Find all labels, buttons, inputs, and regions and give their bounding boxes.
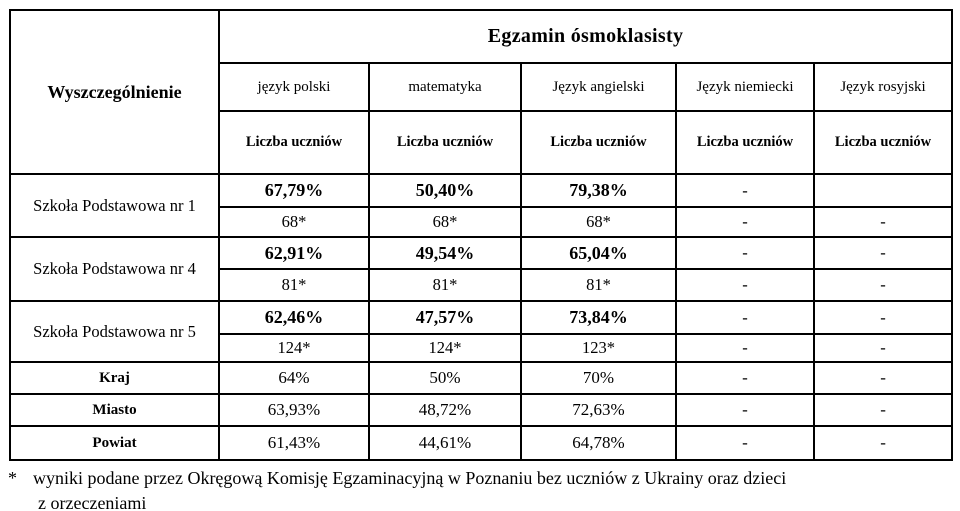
dash-cell: - — [812, 333, 954, 363]
footnote-line-1: * wyniki podane przez Okręgową Komisję E… — [8, 466, 786, 491]
summary-value-cell: 50% — [368, 361, 522, 395]
footnote-line-2: z orzeczeniami — [38, 493, 147, 511]
dash-cell: - — [675, 300, 815, 335]
footnote: * wyniki podane przez Okręgową Komisję E… — [8, 466, 786, 511]
dash-cell: - — [812, 361, 954, 395]
school-name-cell: Szkoła Podstawowa nr 4 — [9, 236, 220, 302]
percent-cell: 65,04% — [520, 236, 677, 270]
count-cell: 81* — [520, 268, 677, 302]
summary-value-cell: 72,63% — [520, 393, 677, 427]
dash-cell: - — [675, 425, 815, 461]
percent-cell: 79,38% — [520, 173, 677, 208]
school-name-cell: Szkoła Podstawowa nr 1 — [9, 173, 220, 238]
percent-cell: 73,84% — [520, 300, 677, 335]
summary-value-cell: 64,78% — [520, 425, 677, 461]
count-header-cell: Liczba uczniów — [675, 110, 815, 175]
school-name-cell: Szkoła Podstawowa nr 5 — [9, 300, 220, 363]
dash-cell: - — [675, 361, 815, 395]
count-cell: 81* — [368, 268, 522, 302]
count-cell: 124* — [218, 333, 370, 363]
dash-cell: - — [812, 206, 954, 238]
dash-cell: - — [812, 268, 954, 302]
subject-header-cell: Język angielski — [520, 62, 677, 112]
corner-header-cell: Wyszczególnienie — [9, 9, 220, 175]
table-row: 81* 81* 81* - - — [10, 268, 954, 302]
table-row: Kraj 64% 50% 70% - - — [9, 361, 954, 395]
dash-cell: - — [675, 206, 815, 238]
count-cell: 68* — [520, 206, 677, 238]
summary-name-cell: Powiat — [9, 425, 220, 461]
summary-value-cell: 64% — [218, 361, 370, 395]
table-row: 68* 68* 68* - - — [10, 206, 954, 238]
count-cell: 68* — [368, 206, 522, 238]
table-row: 124* 124* 123* - - — [10, 333, 954, 363]
dash-cell: - — [812, 300, 954, 335]
subject-header-cell: język polski — [218, 62, 370, 112]
summary-value-cell: 44,61% — [368, 425, 522, 461]
percent-cell: 47,57% — [368, 300, 522, 335]
summary-name-cell: Miasto — [9, 393, 220, 427]
percent-cell: 62,46% — [218, 300, 370, 335]
empty-cell — [812, 173, 954, 208]
summary-value-cell: 61,43% — [218, 425, 370, 461]
percent-cell: 50,40% — [368, 173, 522, 208]
footnote-asterisk: * — [8, 468, 17, 488]
subject-header-cell: Język rosyjski — [812, 62, 954, 112]
summary-name-cell: Kraj — [9, 361, 220, 395]
count-cell: 81* — [218, 268, 370, 302]
count-cell: 123* — [520, 333, 677, 363]
summary-value-cell: 63,93% — [218, 393, 370, 427]
count-header-cell: Liczba uczniów — [812, 110, 954, 175]
header-row-group: Wyszczególnienie Egzamin ósmoklasisty — [9, 9, 954, 175]
count-header-cell: Liczba uczniów — [368, 110, 522, 175]
count-cell: 124* — [368, 333, 522, 363]
group-header-cell: Egzamin ósmoklasisty — [217, 9, 954, 64]
percent-cell: 62,91% — [218, 236, 370, 270]
summary-value-cell: 70% — [520, 361, 677, 395]
dash-cell: - — [675, 173, 815, 208]
dash-cell: - — [675, 393, 815, 427]
count-cell: 68* — [218, 206, 370, 238]
dash-cell: - — [675, 333, 815, 363]
table-row: Szkoła Podstawowa nr 4 62,91% 49,54% 65,… — [9, 236, 954, 302]
dash-cell: - — [812, 393, 954, 427]
dash-cell: - — [812, 425, 954, 461]
header-row-subjects: język polski matematyka Język angielski … — [10, 62, 954, 112]
dash-cell: - — [812, 236, 954, 270]
percent-cell: 49,54% — [368, 236, 522, 270]
header-row-counts: Liczba uczniów Liczba uczniów Liczba ucz… — [10, 110, 954, 175]
footnote-text: wyniki podane przez Okręgową Komisję Egz… — [33, 468, 787, 488]
table-row: Szkoła Podstawowa nr 1 67,79% 50,40% 79,… — [9, 173, 954, 238]
subject-header-cell: matematyka — [368, 62, 522, 112]
table-row: Szkoła Podstawowa nr 5 62,46% 47,57% 73,… — [9, 300, 954, 363]
exam-results-table: Wyszczególnienie Egzamin ósmoklasisty ję… — [9, 9, 954, 461]
count-header-cell: Liczba uczniów — [218, 110, 370, 175]
count-header-cell: Liczba uczniów — [520, 110, 677, 175]
dash-cell: - — [675, 268, 815, 302]
summary-value-cell: 48,72% — [368, 393, 522, 427]
percent-cell: 67,79% — [218, 173, 370, 208]
table-row: Powiat 61,43% 44,61% 64,78% - - — [9, 425, 954, 461]
table-row: Miasto 63,93% 48,72% 72,63% - - — [9, 393, 954, 427]
subject-header-cell: Język niemiecki — [675, 62, 815, 112]
dash-cell: - — [675, 236, 815, 270]
